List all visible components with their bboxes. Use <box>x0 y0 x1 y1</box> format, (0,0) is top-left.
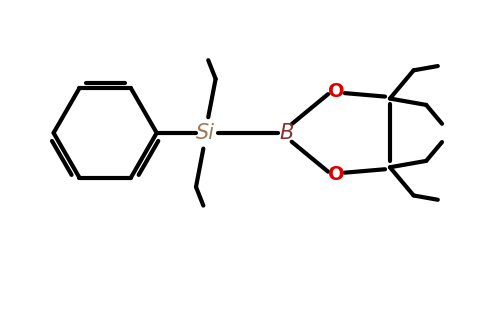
Text: B: B <box>280 123 294 143</box>
Text: O: O <box>328 165 344 184</box>
Text: O: O <box>328 82 344 101</box>
Text: Si: Si <box>196 123 216 143</box>
